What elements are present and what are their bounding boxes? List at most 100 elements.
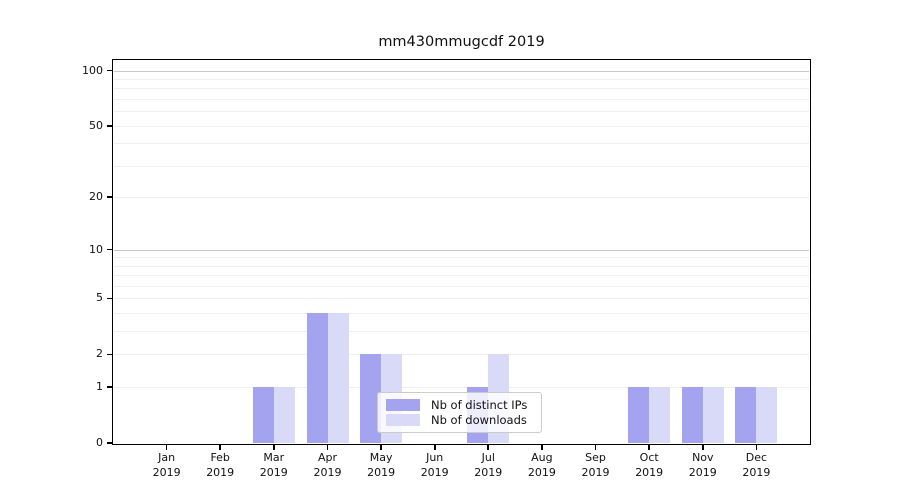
y-tick (107, 248, 112, 251)
y-tick (107, 69, 112, 72)
legend-swatch (386, 414, 420, 427)
y-tick-label: 20 (89, 190, 103, 204)
y-tick-label: 2 (96, 347, 103, 361)
major-gridline (114, 70, 809, 72)
x-tick-label: Apr 2019 (296, 451, 360, 480)
x-tick (701, 445, 704, 450)
x-tick-label-month: Aug (531, 451, 553, 464)
y-tick-label: 100 (82, 63, 103, 77)
minor-gridline (114, 79, 809, 80)
x-tick-label: Sep 2019 (564, 451, 628, 480)
x-tick (326, 445, 329, 450)
x-tick-label: Jul 2019 (456, 451, 520, 480)
y-tick (107, 297, 112, 300)
bar-nb-of-distinct-ips-apr (306, 313, 328, 443)
x-tick (594, 445, 597, 450)
legend-swatch (386, 398, 420, 411)
y-tick-label: 10 (89, 242, 103, 256)
x-tick-label: Jun 2019 (403, 451, 467, 480)
x-tick-label: Feb 2019 (188, 451, 252, 480)
x-tick-label-month: Apr (317, 451, 338, 464)
minor-gridline (114, 286, 809, 287)
minor-gridline (114, 313, 809, 315)
x-tick-label-year: 2019 (259, 465, 288, 479)
x-tick-label-month: Oct (639, 451, 659, 464)
x-tick-label-month: Feb (210, 451, 230, 464)
bar-nb-of-distinct-ips-may (360, 354, 382, 443)
x-tick-label: Oct 2019 (617, 451, 681, 480)
bar-nb-of-downloads-oct (649, 387, 671, 443)
y-tick (107, 196, 112, 199)
x-tick-label-month: Jul (481, 451, 495, 464)
x-tick-label: Aug 2019 (510, 451, 574, 480)
x-tick-label-month: Jun (426, 451, 444, 464)
y-tick-label: 5 (96, 291, 103, 305)
bar-nb-of-downloads-nov (702, 387, 724, 443)
minor-gridline (114, 387, 809, 389)
x-tick (648, 445, 651, 450)
x-tick-label-month: Jan (158, 451, 176, 464)
x-tick (487, 445, 490, 450)
bar-nb-of-downloads-mar (273, 387, 295, 443)
x-tick (541, 445, 543, 450)
legend-label: Nb of downloads (431, 413, 527, 428)
legend-label: Nb of distinct IPs (431, 397, 528, 412)
x-tick-label-month: Sep (585, 451, 606, 464)
x-tick-label-year: 2019 (581, 465, 610, 479)
minor-gridline (114, 165, 809, 167)
minor-gridline (114, 265, 809, 267)
x-tick (272, 445, 275, 450)
bar-nb-of-distinct-ips-mar (252, 387, 274, 443)
minor-gridline (114, 298, 809, 300)
bar-nb-of-distinct-ips-oct (628, 387, 650, 443)
y-tick-label: 50 (89, 118, 103, 132)
x-tick-label-year: 2019 (420, 465, 449, 479)
x-tick (165, 445, 168, 450)
x-tick-label-month: Dec (745, 451, 768, 464)
x-tick-label-year: 2019 (635, 465, 664, 479)
minor-gridline (114, 88, 809, 90)
x-tick-label: Mar 2019 (242, 451, 306, 480)
x-tick (219, 445, 222, 450)
minor-gridline (114, 257, 809, 259)
x-tick-label: May 2019 (349, 451, 413, 480)
bar-nb-of-distinct-ips-dec (735, 387, 757, 443)
major-gridline (114, 249, 809, 251)
x-tick-label-year: 2019 (688, 465, 717, 479)
bar-nb-of-downloads-dec (756, 387, 778, 443)
x-tick-label: Nov 2019 (671, 451, 735, 480)
x-tick-label-year: 2019 (313, 465, 342, 479)
y-tick-label: 0 (96, 436, 103, 449)
bar-nb-of-distinct-ips-nov (681, 387, 703, 443)
bar-nb-of-downloads-apr (327, 313, 349, 443)
minor-gridline (114, 331, 809, 333)
legend-item: Nb of downloads (386, 413, 533, 427)
minor-gridline (114, 99, 809, 100)
x-tick (433, 445, 436, 450)
minor-gridline (114, 197, 809, 199)
y-tick-label: 1 (96, 380, 103, 394)
x-tick-label-year: 2019 (474, 465, 503, 479)
y-tick (107, 386, 112, 388)
minor-gridline (114, 125, 809, 127)
y-tick (107, 353, 112, 356)
minor-gridline (114, 143, 809, 145)
minor-gridline (114, 354, 809, 356)
minor-gridline (114, 111, 809, 113)
x-tick-label-month: Nov (692, 451, 714, 464)
x-tick-label-year: 2019 (206, 465, 235, 479)
x-tick (755, 445, 758, 450)
x-tick-label-year: 2019 (742, 465, 771, 479)
x-tick-label-month: May (369, 451, 393, 464)
chart-title: mm430mmugcdf 2019 (378, 34, 545, 50)
minor-gridline (114, 275, 809, 277)
x-tick-label-year: 2019 (152, 465, 181, 479)
y-tick (107, 124, 112, 127)
legend: Nb of distinct IPs Nb of downloads (377, 392, 542, 433)
x-tick-label: Jan 2019 (135, 451, 199, 480)
x-tick-label-month: Mar (263, 451, 285, 464)
x-tick-label: Dec 2019 (724, 451, 788, 480)
x-tick-label-year: 2019 (527, 465, 556, 479)
x-tick (380, 445, 382, 450)
